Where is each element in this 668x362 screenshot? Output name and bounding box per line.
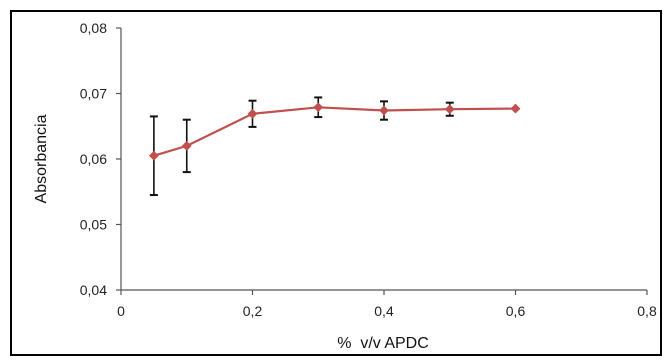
error-bars xyxy=(149,96,454,197)
y-tick-label: 0,08 xyxy=(80,20,107,36)
data-point xyxy=(148,150,159,161)
x-tick-label: 0,4 xyxy=(374,303,394,319)
series-line xyxy=(153,106,516,157)
x-axis-title: % v/v APDC xyxy=(337,335,429,352)
chart-frame xyxy=(10,10,662,356)
y-ticks: 0,04 0,05 0,06 0,07 0,08 xyxy=(80,20,121,298)
data-point xyxy=(181,140,192,151)
x-tick-label: 0,6 xyxy=(506,303,526,319)
y-tick-label: 0,06 xyxy=(80,151,107,167)
data-point xyxy=(313,102,324,113)
data-point xyxy=(379,105,389,116)
x-ticks: 0 0,2 0,4 0,6 0,8 xyxy=(117,290,657,319)
y-tick-label: 0,07 xyxy=(80,86,107,102)
data-markers xyxy=(148,102,521,161)
axes xyxy=(120,28,647,291)
x-tick-label: 0 xyxy=(117,303,125,319)
x-tick-label: 0,2 xyxy=(243,303,263,319)
x-tick-label: 0,8 xyxy=(637,303,657,319)
y-tick-label: 0,04 xyxy=(80,282,107,298)
data-point xyxy=(510,103,521,114)
data-point xyxy=(247,108,258,119)
data-point xyxy=(444,104,455,115)
y-axis-title: Absorbancia xyxy=(33,114,50,203)
y-tick-label: 0,05 xyxy=(80,217,107,233)
